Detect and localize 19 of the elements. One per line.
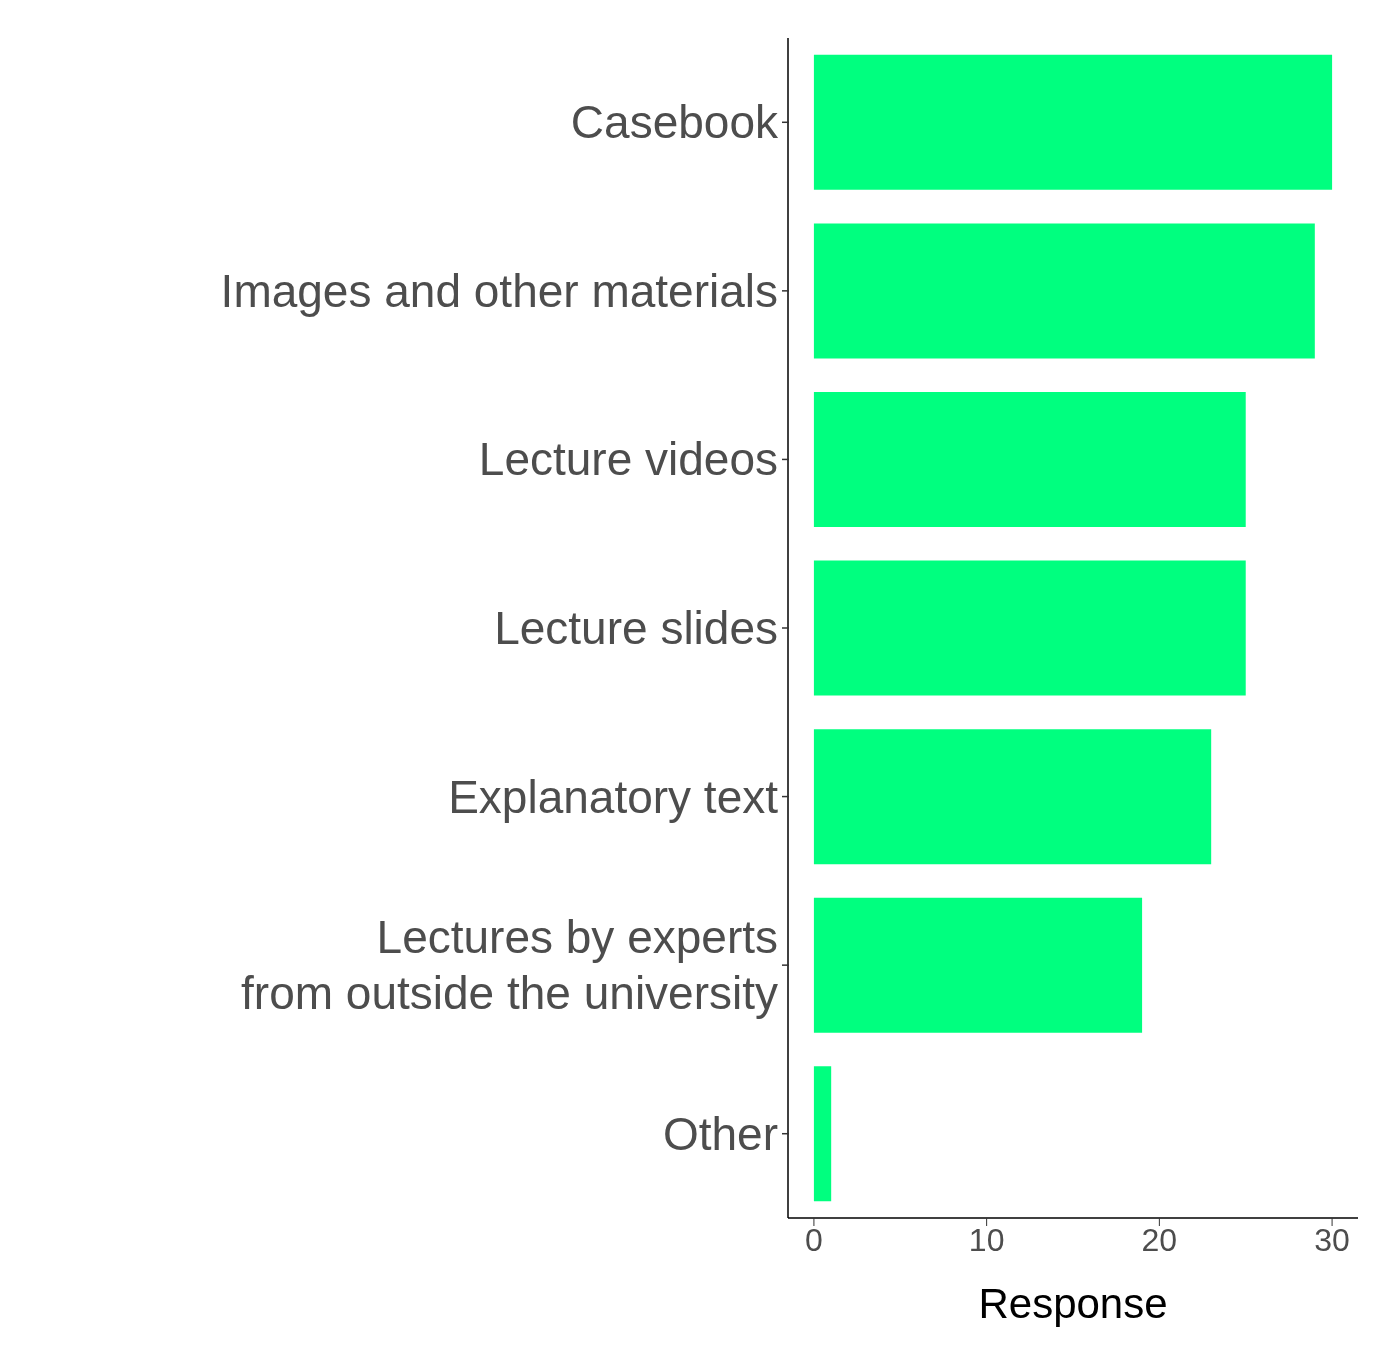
bar [813,223,1315,359]
y-tick-label: Images and other materials [220,264,778,317]
y-tick-label: Lectures by experts from outside the university [241,911,778,1020]
bar [813,392,1246,527]
y-tick-label: Casebook [570,96,779,149]
y-tick-label: Other [662,1107,778,1160]
bar [813,560,1246,696]
bar [813,54,1333,190]
bar [813,729,1212,865]
x-tick-label: 10 [968,1221,1005,1258]
bar [813,897,1143,1033]
bar [813,1066,832,1202]
y-tick-label: Explanatory text [448,770,779,823]
y-tick-label: Lecture videos [478,433,778,486]
x-tick-label: 20 [1141,1221,1178,1258]
y-tick-label: Lecture slides [494,602,778,654]
x-tick-label: 30 [1314,1221,1350,1258]
x-tick-label: 0 [805,1221,823,1258]
x-axis-title: Response [978,1280,1168,1327]
